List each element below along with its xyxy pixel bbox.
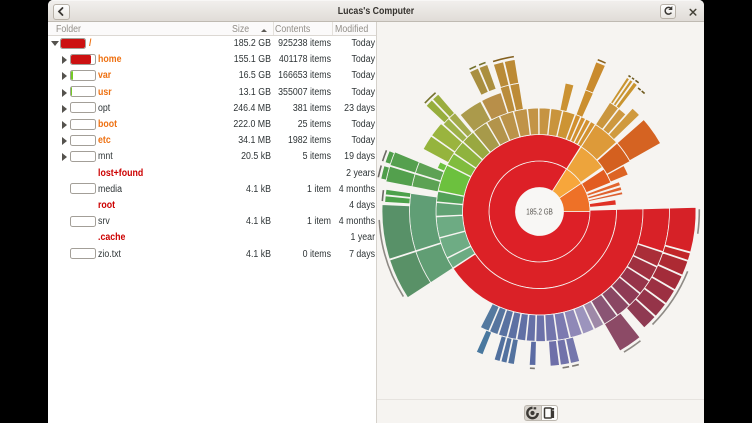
svg-text:185.2 GB: 185.2 GB [526, 208, 553, 217]
